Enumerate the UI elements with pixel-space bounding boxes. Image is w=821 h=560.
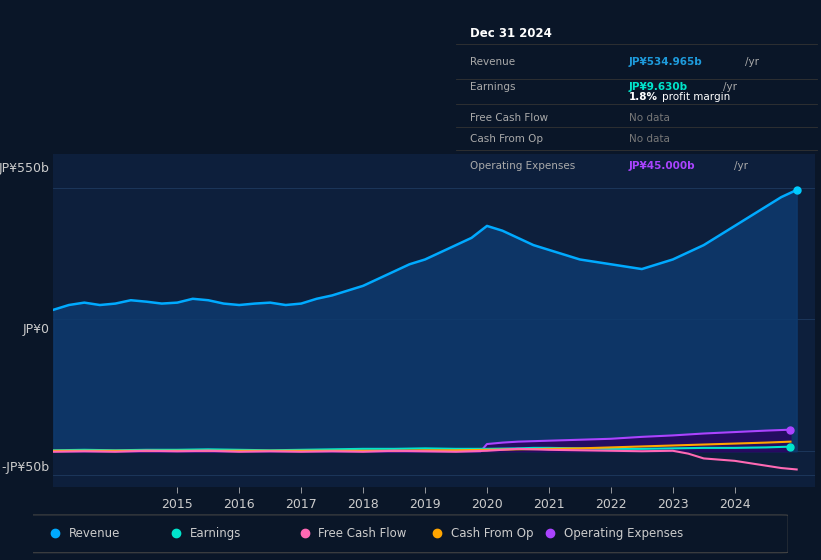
Text: JP¥534.965b: JP¥534.965b — [629, 57, 703, 67]
Text: Free Cash Flow: Free Cash Flow — [470, 113, 548, 123]
Text: Earnings: Earnings — [190, 527, 241, 540]
Text: Revenue: Revenue — [470, 57, 516, 67]
Text: Operating Expenses: Operating Expenses — [564, 527, 683, 540]
Text: JP¥0: JP¥0 — [22, 324, 49, 337]
Text: JP¥550b: JP¥550b — [0, 162, 49, 175]
Text: -JP¥50b: -JP¥50b — [2, 461, 49, 474]
Text: Cash From Op: Cash From Op — [470, 133, 544, 143]
Text: Earnings: Earnings — [470, 82, 516, 92]
Text: Operating Expenses: Operating Expenses — [470, 161, 576, 171]
Text: /yr: /yr — [723, 82, 737, 92]
Text: Cash From Op: Cash From Op — [451, 527, 533, 540]
Text: JP¥45.000b: JP¥45.000b — [629, 161, 695, 171]
Text: Revenue: Revenue — [69, 527, 121, 540]
Text: No data: No data — [629, 113, 670, 123]
Text: /yr: /yr — [734, 161, 748, 171]
Text: 1.8%: 1.8% — [629, 92, 658, 102]
Text: Dec 31 2024: Dec 31 2024 — [470, 27, 552, 40]
Text: Free Cash Flow: Free Cash Flow — [319, 527, 406, 540]
Text: No data: No data — [629, 133, 670, 143]
Text: JP¥9.630b: JP¥9.630b — [629, 82, 688, 92]
Text: profit margin: profit margin — [662, 92, 730, 102]
Text: /yr: /yr — [745, 57, 759, 67]
